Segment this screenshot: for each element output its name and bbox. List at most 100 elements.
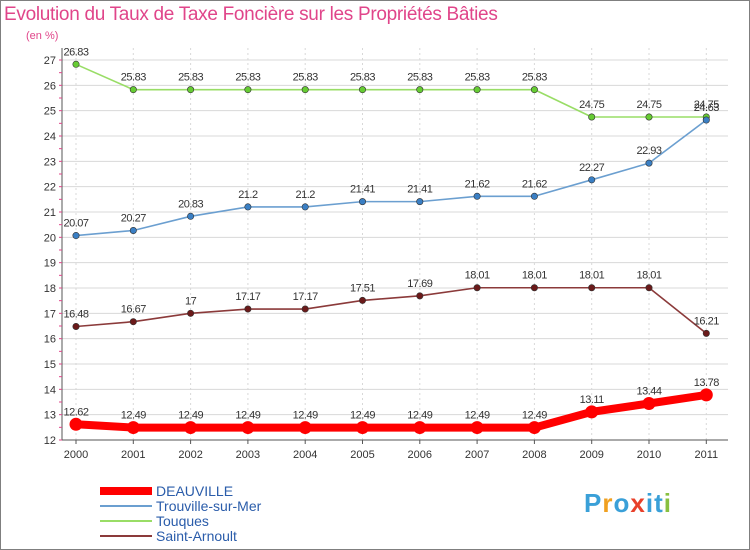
data-label-deauville: 12.49 bbox=[522, 410, 547, 422]
data-label-touques: 24.75 bbox=[636, 99, 661, 111]
data-point-touques bbox=[645, 113, 653, 121]
data-label-saint-arnoult: 17 bbox=[185, 295, 197, 307]
y-tick-label: 23 bbox=[44, 156, 56, 168]
y-axis-unit-label: (en %) bbox=[26, 30, 59, 42]
data-label-saint-arnoult: 17.51 bbox=[350, 282, 375, 294]
data-point-saint-arnoult bbox=[129, 318, 137, 326]
data-point-touques bbox=[588, 113, 596, 121]
data-point-deauville bbox=[126, 421, 140, 435]
data-point-trouville-sur-mer bbox=[702, 116, 710, 124]
y-tick-label: 16 bbox=[44, 334, 56, 346]
data-label-deauville: 12.62 bbox=[63, 406, 88, 418]
y-tick-label: 14 bbox=[44, 384, 56, 396]
data-label-deauville: 13.11 bbox=[580, 394, 605, 406]
data-label-saint-arnoult: 18.01 bbox=[636, 270, 661, 282]
y-tick-label: 20 bbox=[44, 232, 56, 244]
data-label-trouville-sur-mer: 21.2 bbox=[238, 189, 258, 201]
data-label-touques: 25.83 bbox=[121, 72, 146, 84]
legend-swatch bbox=[100, 520, 152, 522]
logo-letter: i bbox=[663, 488, 672, 518]
data-point-deauville bbox=[642, 397, 656, 411]
legend-label: Saint-Arnoult bbox=[156, 528, 237, 544]
logo-letter: t bbox=[654, 488, 664, 518]
legend-swatch bbox=[100, 505, 152, 507]
data-point-deauville bbox=[470, 421, 484, 435]
logo-letter: o bbox=[613, 488, 631, 518]
data-label-trouville-sur-mer: 21.41 bbox=[407, 184, 432, 196]
data-point-deauville bbox=[413, 421, 427, 435]
data-point-deauville bbox=[184, 421, 198, 435]
data-label-deauville: 13.44 bbox=[636, 386, 661, 398]
data-point-saint-arnoult bbox=[358, 296, 366, 304]
logo-letter: i bbox=[645, 488, 655, 518]
data-label-saint-arnoult: 16.21 bbox=[694, 315, 719, 327]
x-tick-label: 2011 bbox=[694, 449, 718, 461]
data-point-saint-arnoult bbox=[416, 292, 424, 300]
legend-swatch bbox=[100, 487, 152, 495]
data-point-saint-arnoult bbox=[301, 305, 309, 313]
data-label-trouville-sur-mer: 22.27 bbox=[579, 162, 604, 174]
data-label-touques: 25.83 bbox=[350, 72, 375, 84]
data-point-trouville-sur-mer bbox=[72, 232, 80, 240]
data-label-trouville-sur-mer: 20.83 bbox=[178, 198, 203, 210]
y-tick-label: 19 bbox=[44, 258, 56, 270]
series-line-saint-arnoult bbox=[75, 286, 707, 334]
data-point-trouville-sur-mer bbox=[187, 212, 195, 220]
data-point-saint-arnoult bbox=[530, 284, 538, 292]
data-label-trouville-sur-mer: 22.93 bbox=[636, 145, 661, 157]
legend-swatch bbox=[100, 535, 152, 537]
data-label-saint-arnoult: 17.69 bbox=[407, 278, 432, 290]
data-point-touques bbox=[358, 86, 366, 94]
y-tick-label: 21 bbox=[44, 207, 56, 219]
x-tick-label: 2007 bbox=[465, 449, 489, 461]
proxiti-logo: Proxiti bbox=[584, 488, 672, 519]
legend-label: Touques bbox=[156, 513, 209, 529]
data-label-saint-arnoult: 16.67 bbox=[121, 304, 146, 316]
data-point-deauville bbox=[241, 421, 255, 435]
data-point-trouville-sur-mer bbox=[416, 198, 424, 206]
data-point-touques bbox=[473, 86, 481, 94]
y-tick-label: 15 bbox=[44, 359, 56, 371]
data-point-trouville-sur-mer bbox=[129, 226, 137, 234]
data-label-trouville-sur-mer: 20.07 bbox=[63, 218, 88, 230]
y-tick-label: 27 bbox=[44, 55, 56, 67]
data-point-deauville bbox=[585, 405, 599, 419]
chart-title: Evolution du Taux de Taxe Foncière sur l… bbox=[4, 4, 498, 25]
legend-label: DEAUVILLE bbox=[156, 483, 234, 499]
logo-letter: x bbox=[630, 488, 646, 518]
x-tick-label: 2005 bbox=[350, 449, 374, 461]
plot-area bbox=[62, 48, 728, 440]
data-point-touques bbox=[129, 86, 137, 94]
data-label-deauville: 13.78 bbox=[694, 377, 719, 389]
x-tick-label: 2010 bbox=[637, 449, 661, 461]
data-label-deauville: 12.49 bbox=[407, 410, 432, 422]
data-label-deauville: 12.49 bbox=[121, 410, 146, 422]
data-point-trouville-sur-mer bbox=[530, 192, 538, 200]
x-tick-label: 2008 bbox=[522, 449, 546, 461]
series-line-touques bbox=[75, 63, 707, 118]
data-label-saint-arnoult: 17.17 bbox=[293, 291, 318, 303]
data-point-deauville bbox=[69, 417, 83, 431]
data-point-trouville-sur-mer bbox=[645, 159, 653, 167]
data-point-saint-arnoult bbox=[72, 323, 80, 331]
data-point-touques bbox=[530, 86, 538, 94]
data-label-touques: 25.83 bbox=[178, 72, 203, 84]
data-label-deauville: 12.49 bbox=[235, 410, 260, 422]
data-point-touques bbox=[187, 86, 195, 94]
data-label-deauville: 12.49 bbox=[178, 410, 203, 422]
data-point-touques bbox=[416, 86, 424, 94]
y-tick-label: 26 bbox=[44, 80, 56, 92]
data-label-saint-arnoult: 16.48 bbox=[63, 309, 88, 321]
data-point-touques bbox=[244, 86, 252, 94]
data-point-deauville bbox=[527, 421, 541, 435]
y-tick-label: 24 bbox=[44, 131, 56, 143]
data-point-saint-arnoult bbox=[702, 329, 710, 337]
x-tick-label: 2002 bbox=[178, 449, 202, 461]
data-label-trouville-sur-mer: 21.41 bbox=[350, 184, 375, 196]
x-tick-label: 2000 bbox=[64, 449, 88, 461]
data-point-trouville-sur-mer bbox=[301, 203, 309, 211]
data-point-saint-arnoult bbox=[645, 284, 653, 292]
data-label-touques: 25.83 bbox=[293, 72, 318, 84]
logo-letter: r bbox=[602, 488, 614, 518]
